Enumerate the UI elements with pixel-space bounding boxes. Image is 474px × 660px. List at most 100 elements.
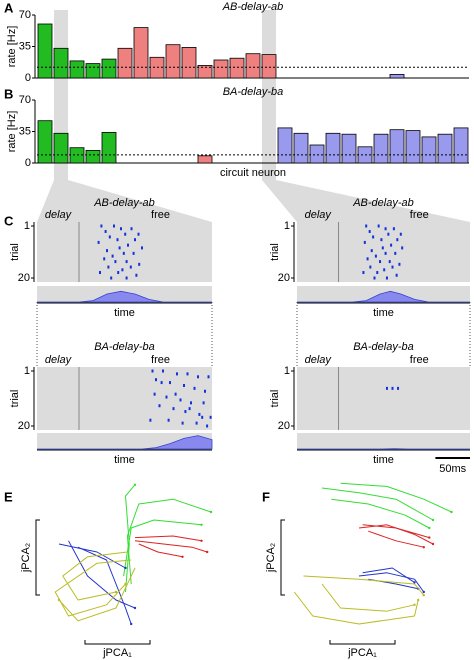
spike xyxy=(151,369,154,373)
x-axis-label: time xyxy=(373,454,394,466)
x-axis-label: time xyxy=(114,454,135,466)
highlight-band xyxy=(262,10,276,180)
spike xyxy=(373,276,376,280)
density-curve xyxy=(297,290,470,303)
spike xyxy=(174,392,177,396)
spike xyxy=(202,401,205,405)
x-axis-label: time xyxy=(373,307,394,319)
raster-background xyxy=(37,367,212,430)
spike xyxy=(160,381,163,385)
trajectory xyxy=(138,543,183,558)
trajectory-end xyxy=(114,590,118,594)
bar xyxy=(245,53,261,79)
raster-title: AB-delay-ab xyxy=(93,197,155,209)
y-axis-label: jPCA₂ xyxy=(265,543,277,573)
spike xyxy=(165,395,168,399)
spike xyxy=(394,251,397,255)
y-axis-label: rate [Hz] xyxy=(6,111,18,153)
spike xyxy=(113,224,115,228)
bar xyxy=(229,57,245,79)
spike xyxy=(396,238,399,242)
trajectory xyxy=(331,498,430,529)
spike xyxy=(198,412,201,416)
highlight-fan xyxy=(37,180,212,222)
spike xyxy=(120,227,122,231)
y-tick-label: 35 xyxy=(19,40,31,52)
raster-background xyxy=(297,367,470,430)
trajectory xyxy=(54,559,132,617)
y-tick-label: 20 xyxy=(278,420,290,432)
spike xyxy=(363,240,366,244)
density-curve xyxy=(37,290,212,303)
y-tick-label: 1 xyxy=(24,365,30,377)
panel-label: C xyxy=(4,213,14,228)
bar xyxy=(325,132,341,164)
spike xyxy=(365,224,368,228)
trajectory xyxy=(321,487,434,521)
panel-label: E xyxy=(4,489,13,504)
trajectory-end xyxy=(422,594,425,597)
trajectory-end xyxy=(422,590,425,594)
free-label: free xyxy=(151,354,170,366)
bar xyxy=(453,127,469,164)
spike xyxy=(158,404,161,408)
bar xyxy=(309,144,325,164)
spike xyxy=(149,418,152,422)
spike xyxy=(116,238,119,242)
spike xyxy=(209,415,212,419)
spike xyxy=(190,401,192,405)
trajectory-end xyxy=(428,526,431,530)
spike xyxy=(366,257,369,261)
spike xyxy=(383,268,386,272)
scale-bar-label: 50ms xyxy=(439,463,466,475)
spike xyxy=(390,243,393,247)
bar xyxy=(85,63,101,79)
x-bracket xyxy=(329,640,396,645)
spike xyxy=(401,246,404,250)
bar xyxy=(277,127,293,164)
bar xyxy=(101,58,117,79)
y-axis-label: jPCA₂ xyxy=(20,543,32,573)
y-axis-label: trial xyxy=(269,243,281,261)
spike xyxy=(127,243,129,247)
raster-title: BA-delay-ba xyxy=(94,341,155,353)
spike xyxy=(391,386,394,390)
spike xyxy=(384,251,387,255)
bar xyxy=(37,120,53,164)
y-tick-label: 70 xyxy=(19,9,31,21)
spike xyxy=(193,386,196,390)
panel-label: B xyxy=(4,86,13,101)
raster-background xyxy=(297,222,470,282)
spike xyxy=(130,227,133,231)
spike xyxy=(201,415,204,419)
y-axis-label: rate [Hz] xyxy=(6,26,18,68)
spike xyxy=(129,265,132,269)
spike xyxy=(362,271,365,275)
trajectory xyxy=(368,530,424,548)
spike xyxy=(100,224,103,228)
spike xyxy=(134,238,136,242)
bar xyxy=(213,59,229,79)
bar xyxy=(85,149,101,164)
trajectory-end xyxy=(133,606,137,610)
trajectory xyxy=(126,498,212,585)
trajectory-end xyxy=(200,523,203,526)
trajectory xyxy=(321,583,415,612)
spike xyxy=(207,375,210,379)
bar xyxy=(197,65,213,79)
trajectory xyxy=(293,591,419,625)
spike xyxy=(384,227,387,231)
spike xyxy=(398,262,401,266)
spike xyxy=(379,260,382,264)
spike xyxy=(169,381,171,385)
y-tick-label: 70 xyxy=(19,94,31,106)
x-axis-label: jPCA₁ xyxy=(347,647,377,659)
delay-label: delay xyxy=(305,354,333,366)
spike xyxy=(385,386,388,390)
chart-title: AB-delay-ab xyxy=(222,1,284,13)
bar xyxy=(389,74,405,79)
y-tick-label: 35 xyxy=(19,125,31,137)
trajectory-end xyxy=(206,550,209,554)
trajectory-end xyxy=(181,555,184,558)
